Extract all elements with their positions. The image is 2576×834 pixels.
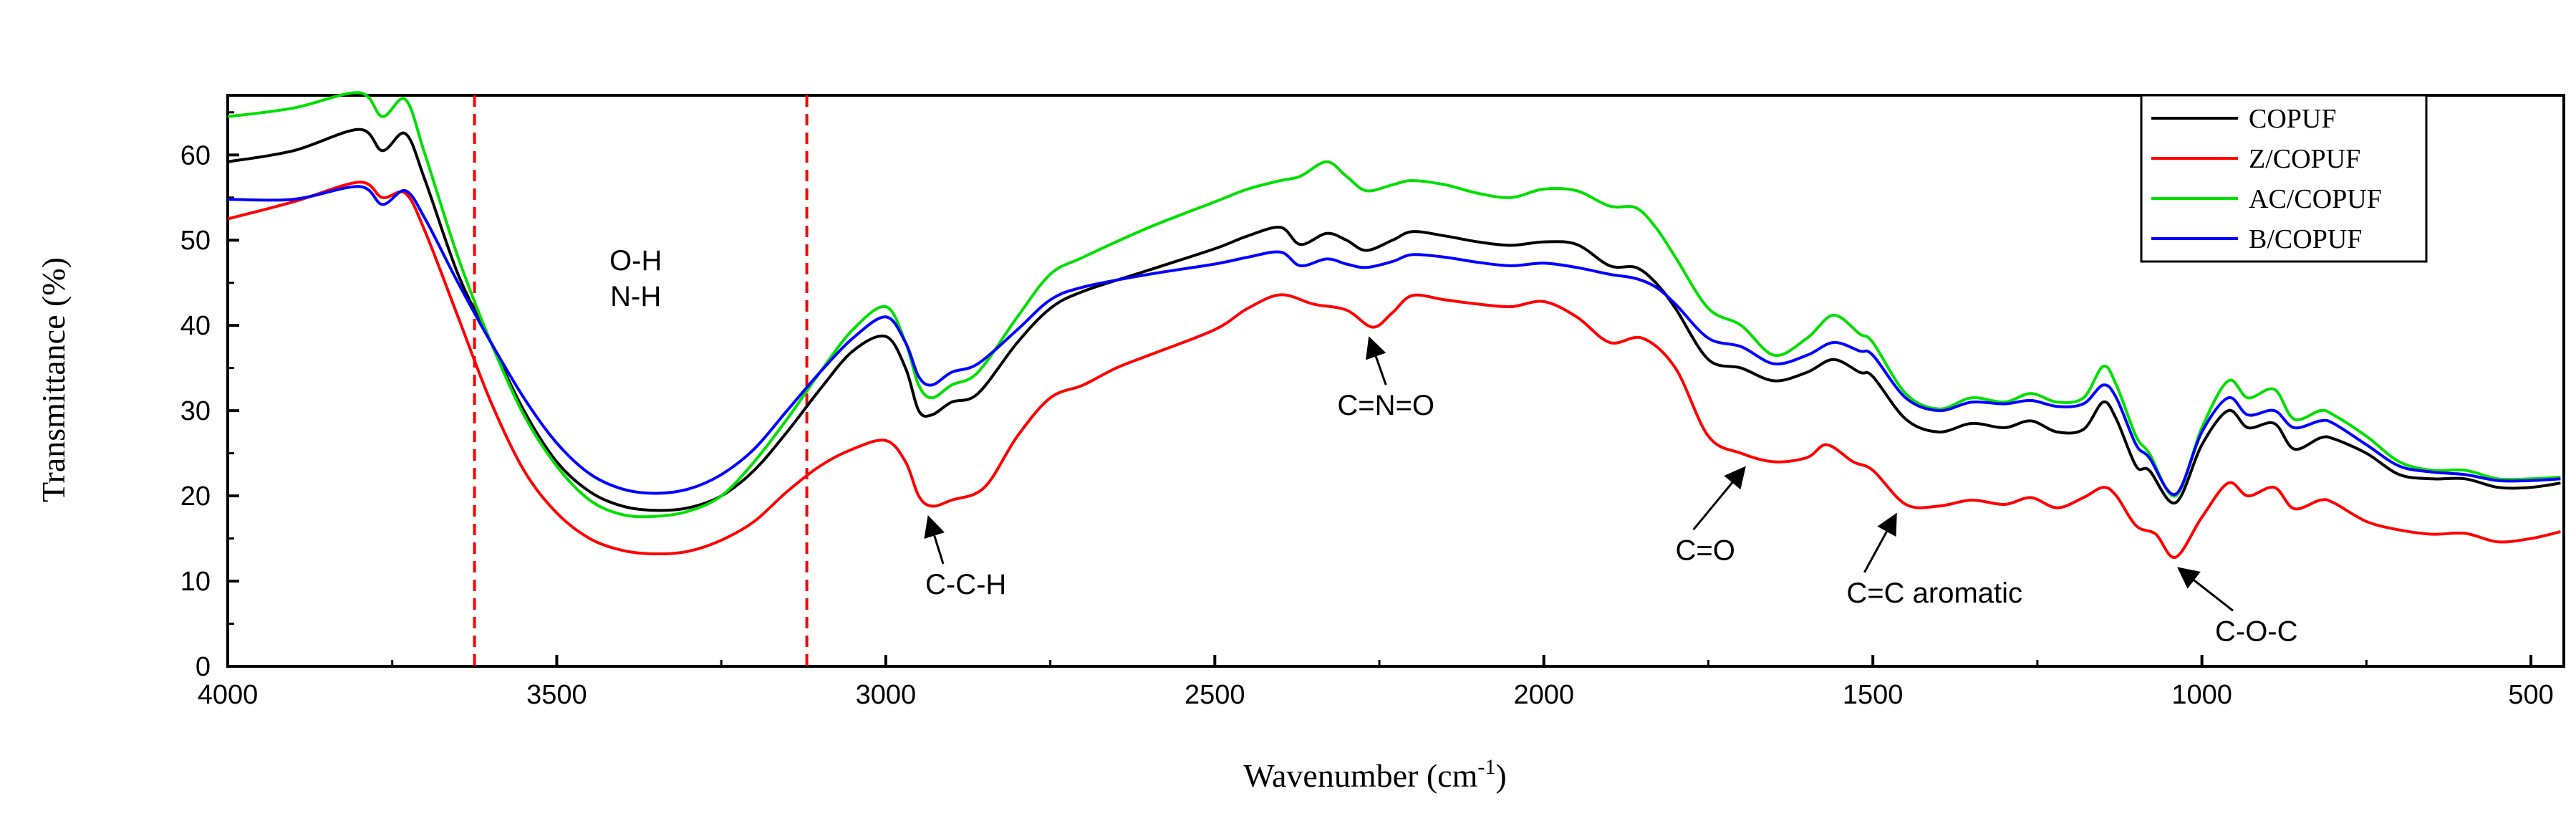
reference-lines bbox=[473, 95, 809, 666]
annotations: O-H N-H C-C-H C=N=O C=O C=C aromatic C-O-C bbox=[609, 245, 2297, 647]
legend: COPUF Z/COPUF AC/COPUF B/COPUF bbox=[2140, 94, 2428, 263]
x-tick-label: 1000 bbox=[2171, 680, 2232, 710]
x-axis-title: Wavenumber (cm-1) bbox=[1243, 755, 1506, 794]
series-line-z-copuf bbox=[227, 181, 2561, 559]
axis-ticks: 4000 3500 3000 2500 2000 1500 1000 500 0 10 20 30 40… bbox=[180, 111, 2554, 710]
plot-frame bbox=[226, 94, 2565, 668]
x-tick-label: 1500 bbox=[1843, 680, 1904, 710]
annotation-label: C-C-H bbox=[925, 569, 1006, 600]
annotation-arrow bbox=[1863, 512, 1897, 573]
y-tick-label: 30 bbox=[180, 396, 211, 426]
annotation-label: C=N=O bbox=[1337, 390, 1434, 421]
x-tick-label: 3000 bbox=[856, 680, 917, 710]
x-tick-label: 2500 bbox=[1185, 680, 1245, 710]
legend-box bbox=[2140, 94, 2428, 263]
y-tick-label: 20 bbox=[180, 481, 211, 512]
x-tick-label: 2000 bbox=[1513, 680, 1574, 710]
annotation-label: O-H N-H bbox=[609, 245, 662, 312]
x-tick-label: 500 bbox=[2508, 680, 2553, 710]
annotation-arrow bbox=[1366, 336, 1387, 385]
y-axis-title: Transmittance (%) bbox=[35, 257, 72, 502]
y-tick-label: 40 bbox=[180, 311, 211, 341]
annotation-label: C=O bbox=[1676, 535, 1735, 566]
y-tick-label: 50 bbox=[180, 226, 211, 256]
annotation-label: C=C aromatic bbox=[1846, 577, 2022, 609]
legend-label-copuf: COPUF bbox=[2249, 104, 2337, 134]
y-tick-label: 0 bbox=[196, 652, 211, 682]
annotation-label: C-O-C bbox=[2215, 615, 2298, 647]
annotation-arrow bbox=[2177, 567, 2234, 612]
legend-label-z-copuf: Z/COPUF bbox=[2249, 144, 2360, 174]
legend-label-ac-copuf: AC/COPUF bbox=[2249, 184, 2382, 214]
series-lines bbox=[227, 91, 2561, 559]
x-tick-label: 3500 bbox=[526, 680, 587, 710]
legend-label-b-copuf: B/COPUF bbox=[2249, 224, 2362, 254]
annotation-arrow bbox=[1692, 466, 1746, 531]
series-line-b-copuf bbox=[227, 185, 2561, 496]
y-tick-label: 10 bbox=[180, 567, 211, 597]
series-line-copuf bbox=[227, 128, 2561, 512]
x-tick-label: 4000 bbox=[198, 680, 259, 710]
annotation-arrow bbox=[924, 514, 945, 565]
y-tick-label: 60 bbox=[180, 140, 211, 171]
